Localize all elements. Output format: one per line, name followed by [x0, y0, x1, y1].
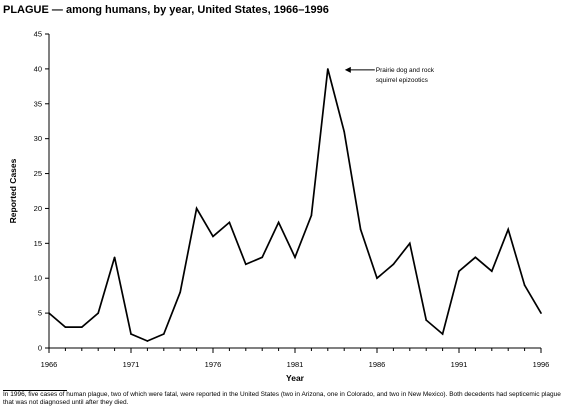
- x-tick-label: 1996: [533, 360, 550, 369]
- data-point: [228, 221, 231, 224]
- data-point: [474, 256, 477, 259]
- data-point: [261, 256, 264, 259]
- x-tick-label: 1986: [369, 360, 386, 369]
- y-tick-label: 0: [38, 344, 42, 353]
- data-point: [97, 312, 99, 314]
- data-point: [523, 284, 526, 287]
- data-point: [507, 228, 510, 231]
- x-tick-label: 1976: [205, 360, 222, 369]
- data-point: [163, 333, 165, 335]
- data-point: [327, 68, 329, 70]
- data-point: [48, 312, 50, 314]
- x-tick-label: 1981: [287, 360, 304, 369]
- data-point: [179, 291, 181, 293]
- data-point: [113, 256, 116, 259]
- chart-title: PLAGUE — among humans, by year, United S…: [3, 4, 329, 16]
- data-point: [64, 326, 67, 328]
- y-tick-label: 25: [34, 169, 42, 178]
- data-point: [130, 333, 132, 335]
- data-point: [458, 270, 460, 273]
- y-tick-label: 35: [34, 99, 42, 108]
- chart-axes: 0 5 10 15 20 25 30 35 40 45 1966 1971 1976 1981 1986 19…: [8, 30, 549, 384]
- y-tick-label: 15: [34, 239, 42, 248]
- data-point: [81, 326, 83, 328]
- x-tick-label: 1991: [451, 360, 468, 369]
- data-point: [540, 312, 542, 314]
- y-tick-label: 20: [34, 204, 42, 213]
- data-point: [277, 221, 280, 224]
- y-tick-label: 30: [34, 134, 42, 143]
- data-point: [343, 130, 346, 133]
- data-point: [425, 319, 428, 321]
- data-point: [409, 242, 411, 245]
- x-tick-label: 1971: [123, 360, 140, 369]
- footnote-rule: [3, 390, 67, 391]
- footnote: In 1996, five cases of human plague, two…: [3, 391, 561, 406]
- data-point: [294, 256, 296, 259]
- data-point: [245, 263, 247, 266]
- data-point: [441, 333, 444, 335]
- y-axis-label: Reported Cases: [8, 158, 18, 223]
- data-point: [359, 228, 362, 231]
- series-line: [48, 68, 542, 342]
- y-tick-label: 45: [34, 30, 42, 39]
- tick-marks: [45, 33, 542, 353]
- data-point: [392, 263, 395, 266]
- data-point: [212, 235, 214, 238]
- data-point: [195, 207, 198, 210]
- y-tick-label: 10: [34, 274, 42, 283]
- data-point: [310, 214, 313, 217]
- annotation-text: squirrel epizootics: [376, 77, 429, 84]
- annotation-arrowhead: [344, 66, 351, 73]
- annotation-group: Prairie dog and rock squirrel epizootics: [344, 66, 435, 84]
- x-tick-label: 1966: [41, 360, 58, 369]
- y-tick-label: 5: [38, 309, 42, 318]
- data-point: [491, 270, 493, 273]
- annotation-text: Prairie dog and rock: [376, 67, 435, 74]
- data-point: [376, 277, 378, 280]
- data-point: [146, 340, 149, 342]
- y-tick-label: 40: [34, 64, 42, 73]
- x-axis-label: Year: [286, 373, 305, 383]
- plot-area: [48, 68, 542, 342]
